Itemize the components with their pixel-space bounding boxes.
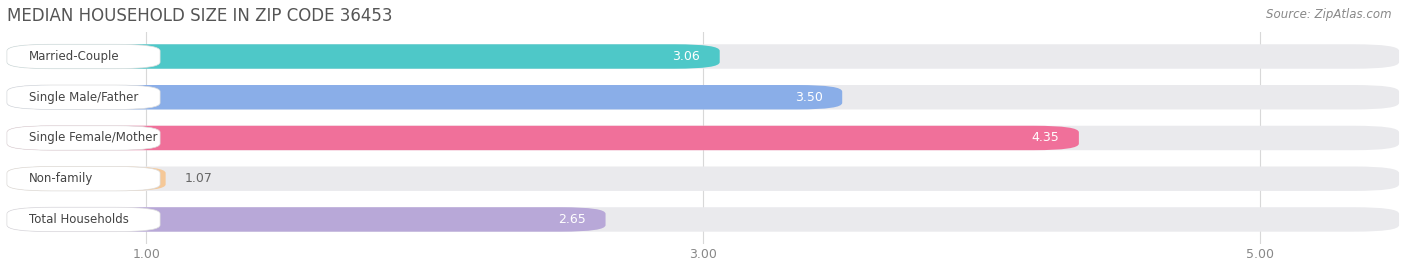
FancyBboxPatch shape [7, 85, 842, 109]
FancyBboxPatch shape [7, 44, 720, 69]
FancyBboxPatch shape [7, 85, 160, 109]
Text: Single Female/Mother: Single Female/Mother [30, 132, 157, 144]
Text: Non-family: Non-family [30, 172, 94, 185]
Text: 2.65: 2.65 [558, 213, 586, 226]
Text: 3.06: 3.06 [672, 50, 700, 63]
FancyBboxPatch shape [7, 126, 1399, 150]
Text: 4.35: 4.35 [1032, 132, 1059, 144]
FancyBboxPatch shape [7, 207, 1399, 232]
FancyBboxPatch shape [7, 44, 1399, 69]
FancyBboxPatch shape [7, 166, 1399, 191]
Text: Total Households: Total Households [30, 213, 129, 226]
FancyBboxPatch shape [7, 126, 160, 150]
FancyBboxPatch shape [7, 207, 160, 232]
FancyBboxPatch shape [7, 85, 1399, 109]
FancyBboxPatch shape [7, 207, 606, 232]
Text: Source: ZipAtlas.com: Source: ZipAtlas.com [1267, 8, 1392, 21]
FancyBboxPatch shape [7, 44, 160, 69]
Text: MEDIAN HOUSEHOLD SIZE IN ZIP CODE 36453: MEDIAN HOUSEHOLD SIZE IN ZIP CODE 36453 [7, 7, 392, 25]
Text: Married-Couple: Married-Couple [30, 50, 120, 63]
FancyBboxPatch shape [7, 166, 160, 191]
Text: 3.50: 3.50 [794, 91, 823, 104]
FancyBboxPatch shape [7, 166, 166, 191]
Text: 1.07: 1.07 [186, 172, 214, 185]
Text: Single Male/Father: Single Male/Father [30, 91, 139, 104]
FancyBboxPatch shape [7, 126, 1078, 150]
